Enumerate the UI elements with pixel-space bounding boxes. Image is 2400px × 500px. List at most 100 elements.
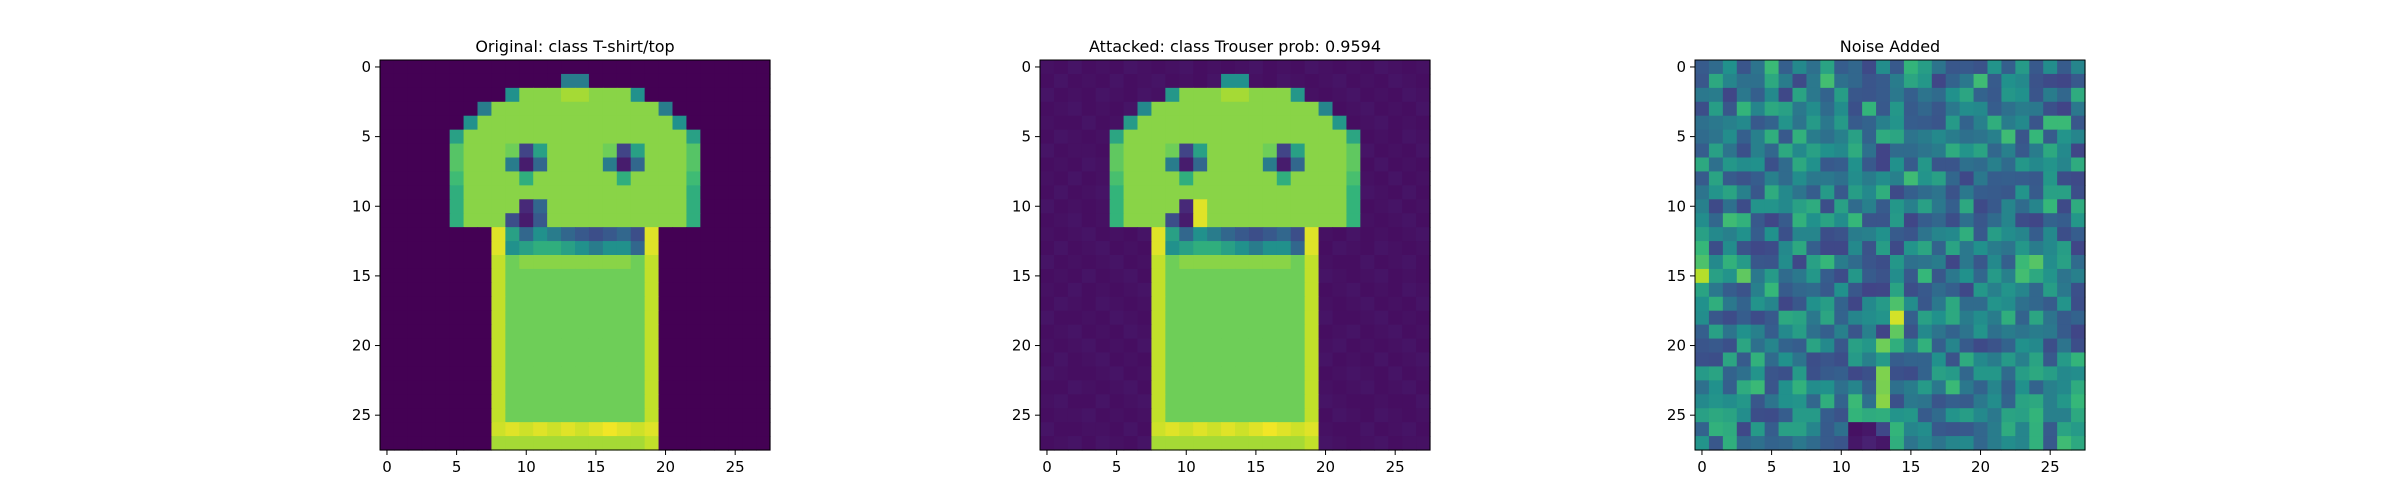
heatmap-cell — [1890, 366, 1905, 381]
heatmap-cell — [1736, 60, 1752, 75]
heatmap-cell — [1109, 422, 1125, 437]
heatmap-cell — [1764, 408, 1780, 423]
heatmap-cell — [644, 268, 660, 284]
heatmap-cell — [1165, 282, 1180, 298]
heatmap-cell — [463, 310, 479, 326]
heatmap-cell — [1374, 87, 1389, 103]
heatmap-cell — [756, 60, 771, 75]
panel-original: Original: class T-shirt/top 0 5 10 15 20 25 0 5… — [330, 0, 850, 500]
heatmap-cell — [1890, 268, 1905, 284]
heatmap-cell — [380, 380, 395, 395]
heatmap-cell — [1304, 227, 1320, 242]
heatmap-cell — [1792, 338, 1808, 354]
heatmap-cell — [1402, 60, 1417, 75]
heatmap-cell — [742, 324, 757, 340]
heatmap-cell — [1778, 255, 1794, 270]
heatmap-cell — [1792, 296, 1808, 312]
heatmap-cell — [1402, 310, 1417, 326]
heatmap-cell — [2015, 268, 2030, 284]
heatmap-cell — [1276, 296, 1292, 312]
heatmap-cell — [756, 255, 771, 270]
heatmap-cell — [1903, 241, 1919, 256]
heatmap-cell — [1945, 143, 1961, 159]
heatmap-cell — [1360, 296, 1375, 312]
heatmap-cell — [1959, 185, 1975, 200]
heatmap-cell — [1987, 213, 2003, 228]
heatmap-cell — [1903, 199, 1919, 214]
heatmap-cell — [1708, 115, 1724, 131]
heatmap-cell — [1695, 255, 1710, 270]
heatmap-cell — [1095, 185, 1111, 200]
heatmap-cell — [435, 129, 451, 145]
heatmap-cell — [2043, 213, 2058, 228]
heatmap-cell — [1792, 255, 1808, 270]
heatmap-cell — [1736, 352, 1752, 368]
heatmap-cell — [1081, 87, 1097, 103]
heatmap-cell — [1959, 60, 1975, 75]
heatmap-cell — [1235, 185, 1250, 200]
heatmap-cell — [491, 366, 506, 381]
heatmap-cell — [2057, 143, 2072, 159]
heatmap-cell — [1388, 241, 1403, 256]
heatmap-cell — [1290, 171, 1306, 186]
heatmap-cell — [561, 352, 576, 368]
heatmap-cell — [1764, 213, 1780, 228]
heatmap-cell — [1848, 227, 1863, 242]
heatmap-cell — [616, 73, 632, 89]
heatmap-cell — [449, 380, 465, 395]
heatmap-cell — [1360, 394, 1375, 409]
heatmap-cell — [658, 73, 674, 89]
axes-frame-attacked — [1039, 59, 1431, 451]
heatmap-cell — [477, 87, 493, 103]
heatmap-cell — [1109, 213, 1125, 228]
heatmap-cell — [644, 282, 660, 298]
heatmap-cell — [1235, 241, 1250, 256]
heatmap-cell — [1040, 352, 1055, 368]
heatmap-cell — [1262, 157, 1278, 173]
heatmap-cell — [1374, 394, 1389, 409]
heatmap-cell — [1695, 185, 1710, 200]
heatmap-cell — [1360, 157, 1375, 173]
heatmap-cell — [2043, 324, 2058, 340]
heatmap-cell — [1221, 296, 1236, 312]
heatmap-cell — [1346, 436, 1361, 451]
heatmap-cell — [1402, 324, 1417, 340]
heatmap-cell — [1123, 255, 1139, 270]
heatmap-cell — [1332, 213, 1348, 228]
heatmap-cell — [1109, 241, 1125, 256]
heatmap-cell — [491, 255, 506, 270]
heatmap-cell — [1276, 101, 1292, 117]
heatmap-cell — [686, 60, 701, 75]
heatmap-cell — [1792, 157, 1808, 173]
y-tick-label: 25 — [352, 406, 371, 424]
heatmap-cell — [380, 199, 395, 214]
heatmap-cell — [2043, 73, 2058, 89]
heatmap-cell — [1792, 60, 1808, 75]
heatmap-cell — [588, 101, 604, 117]
heatmap-cell — [2043, 157, 2058, 173]
heatmap-cell — [477, 296, 493, 312]
heatmap-cell — [1151, 227, 1166, 242]
heatmap-cell — [1221, 282, 1236, 298]
heatmap-cell — [1248, 60, 1264, 75]
heatmap-cell — [1736, 87, 1752, 103]
heatmap-cell — [644, 366, 660, 381]
heatmap-cell — [644, 87, 660, 103]
heatmap-cell — [1820, 324, 1835, 340]
heatmap-cell — [463, 227, 479, 242]
heatmap-cell — [1276, 60, 1292, 75]
heatmap-cell — [1764, 241, 1780, 256]
heatmap-cell — [1806, 282, 1821, 298]
heatmap-cell — [1722, 324, 1738, 340]
heatmap-cell — [630, 199, 646, 214]
heatmap-cell — [1722, 338, 1738, 354]
heatmap-cell — [1416, 199, 1431, 214]
heatmap-cell — [714, 60, 729, 75]
heatmap-cell — [1053, 310, 1069, 326]
heatmap-cell — [1848, 143, 1863, 159]
heatmap-cell — [602, 227, 618, 242]
heatmap-cell — [1695, 199, 1710, 214]
heatmap-cell — [561, 129, 576, 145]
heatmap-cell — [1764, 268, 1780, 284]
heatmap-cell — [561, 324, 576, 340]
